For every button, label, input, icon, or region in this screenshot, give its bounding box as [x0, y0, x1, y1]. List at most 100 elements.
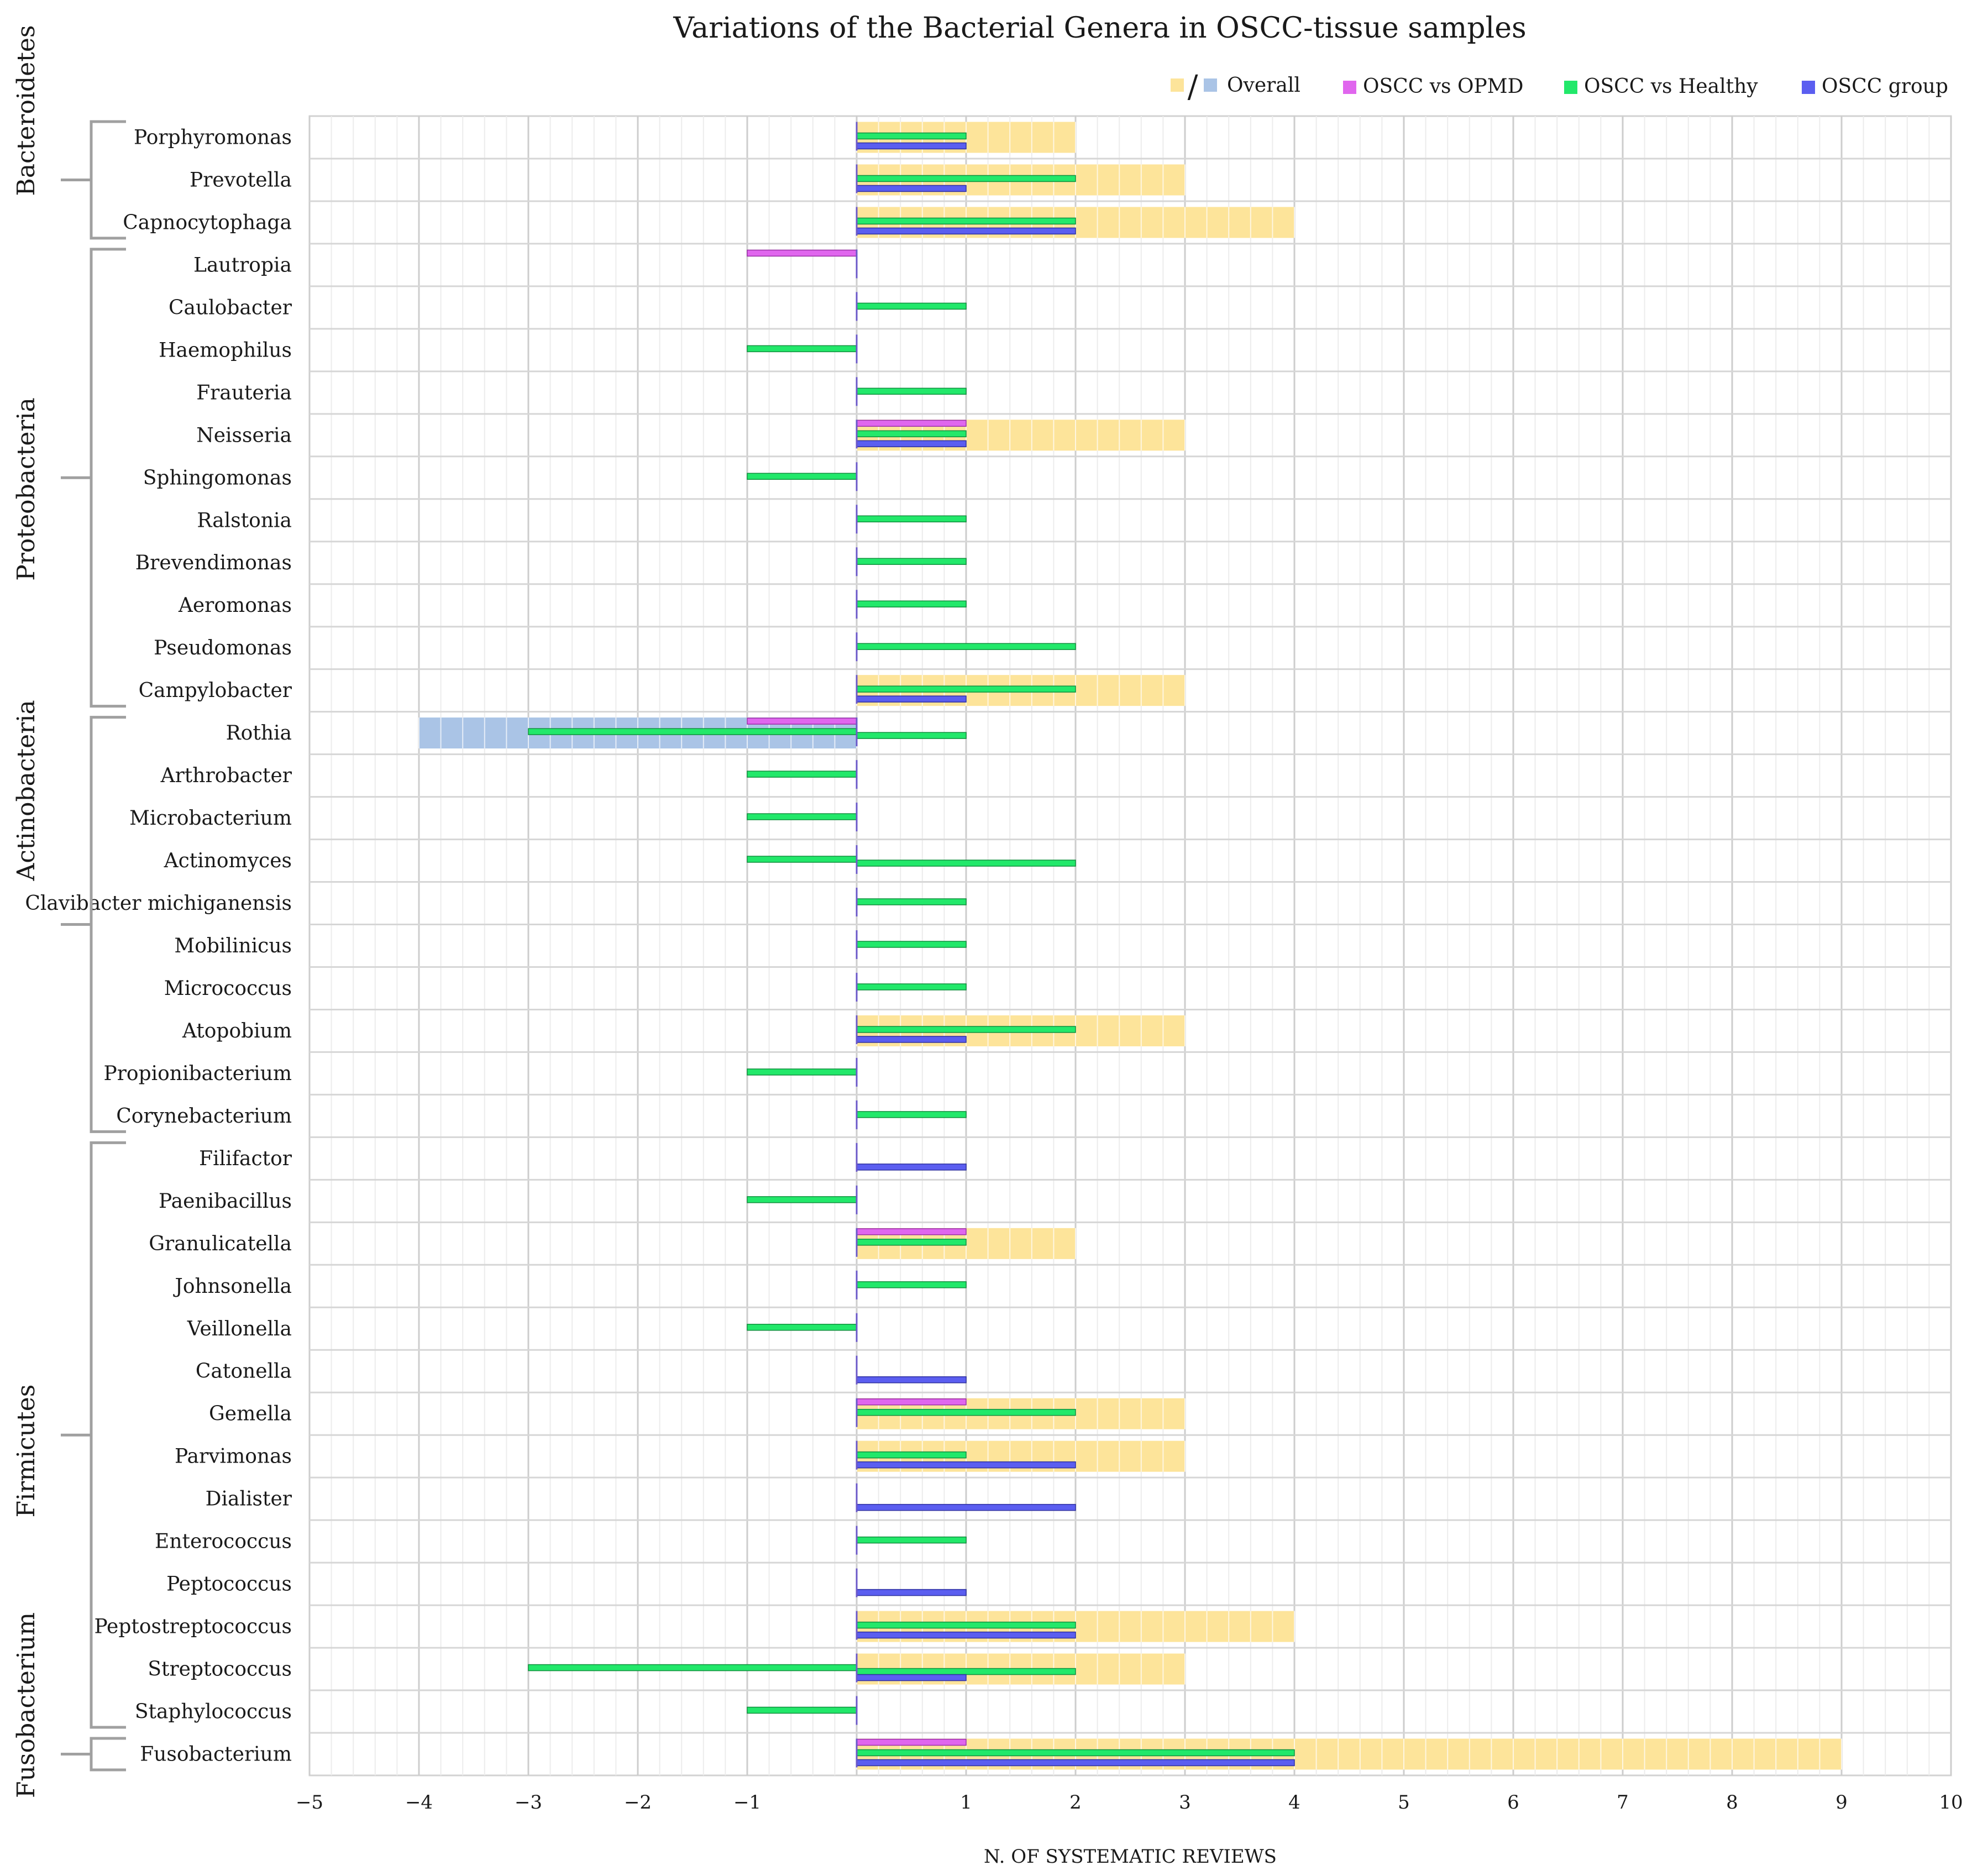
category-label: Paenibacillus — [159, 1190, 292, 1213]
bar-oscc-vs-healthy — [856, 860, 1076, 867]
plot-area — [308, 115, 1952, 1777]
x-tick-label: 2 — [1069, 1791, 1082, 1814]
bar-oscc-vs-healthy — [856, 983, 967, 991]
legend-swatch — [1564, 81, 1577, 94]
bar-oscc-vs-opmd — [747, 717, 857, 725]
phylum-bracket — [90, 248, 126, 708]
category-label: Actinomyces — [164, 850, 292, 872]
legend-item: OSCC group — [1802, 75, 1948, 98]
category-label: Pseudomonas — [154, 637, 292, 659]
x-tick-label: 3 — [1179, 1791, 1191, 1814]
bar-oscc-vs-healthy — [856, 1239, 967, 1246]
category-label: Catonella — [196, 1360, 292, 1383]
phylum-label: Actinobacteria — [12, 700, 40, 881]
legend-swatch — [1171, 78, 1184, 92]
category-label: Ralstonia — [197, 509, 292, 532]
bar-oscc-group — [856, 185, 967, 192]
category-label: Campylobacter — [139, 679, 292, 702]
legend-item: / Overall — [1171, 69, 1300, 105]
category-label: Brevendimonas — [135, 552, 292, 574]
bar-oscc-group — [856, 1503, 1076, 1511]
bar-oscc-vs-healthy — [856, 132, 967, 140]
bar-oscc-vs-healthy — [856, 685, 1076, 693]
bar-oscc-vs-healthy — [856, 941, 967, 948]
bar-oscc-vs-healthy — [856, 387, 967, 395]
bar-oscc-group — [856, 1461, 1076, 1469]
bar-oscc-vs-healthy — [856, 898, 967, 905]
bar-oscc-vs-opmd — [856, 1228, 967, 1235]
bar-oscc-group — [856, 227, 1076, 235]
bar-oscc-vs-opmd — [856, 1738, 967, 1746]
legend-item: OSCC vs OPMD — [1343, 75, 1523, 98]
bar-oscc-group — [856, 1376, 967, 1384]
category-label: Micrococcus — [164, 977, 292, 1000]
category-label: Enterococcus — [155, 1531, 292, 1553]
phylum-bracket — [90, 120, 126, 240]
x-tick-label: −4 — [405, 1791, 433, 1814]
legend-label: OSCC vs Healthy — [1584, 75, 1758, 98]
bar-oscc-group — [856, 1631, 1076, 1639]
category-label: Sphingomonas — [143, 467, 292, 489]
bar-oscc-vs-healthy — [856, 515, 967, 523]
category-label: Atopobium — [182, 1020, 292, 1042]
category-label: Peptostreptococcus — [94, 1616, 292, 1638]
bar-oscc-group — [856, 1036, 967, 1043]
phylum-label: Proteobacteria — [12, 397, 40, 580]
bar-oscc-vs-healthy — [747, 345, 857, 353]
category-label: Clavibacter michiganensis — [25, 892, 292, 915]
bar-oscc-vs-healthy — [747, 1706, 857, 1714]
category-label: Streptococcus — [148, 1658, 292, 1681]
x-tick-label: −1 — [733, 1791, 761, 1814]
bar-oscc-group — [856, 1589, 967, 1596]
chart-title: Variations of the Bacterial Genera in OS… — [673, 12, 1526, 45]
legend-slash: / — [1188, 69, 1198, 105]
x-tick-label: 6 — [1507, 1791, 1519, 1814]
category-label: Propionibacterium — [103, 1062, 292, 1085]
phylum-label: Firmicutes — [12, 1385, 40, 1518]
category-label: Corynebacterium — [116, 1105, 292, 1128]
phylum-bracket — [90, 1141, 126, 1729]
category-label: Fusobacterium — [140, 1743, 292, 1766]
bars — [418, 122, 1842, 1770]
bar-oscc-vs-healthy — [856, 1668, 1076, 1675]
bar-oscc-vs-healthy — [747, 1324, 857, 1331]
category-label: Frauteria — [196, 381, 292, 404]
x-tick-label: −2 — [624, 1791, 652, 1814]
bar-oscc-vs-healthy — [856, 600, 967, 607]
bar-oscc-vs-opmd — [856, 1398, 967, 1406]
bar-oscc-vs-healthy — [856, 1451, 967, 1459]
bar-oscc-vs-healthy — [856, 732, 967, 739]
legend-item: OSCC vs Healthy — [1564, 75, 1758, 98]
bar-oscc-group — [856, 695, 967, 703]
bar-oscc-vs-healthy — [747, 1068, 857, 1076]
x-tick-labels: −5 −4 −3 −2 −1 1 2 3 4 5 6 7 8 9 10 — [296, 1791, 1963, 1814]
bar-oscc-vs-healthy — [856, 1621, 1076, 1629]
bar-oscc-vs-healthy — [856, 558, 967, 565]
category-label: Filifactor — [199, 1147, 292, 1170]
bar-oscc-group — [856, 1674, 967, 1681]
bar-oscc-vs-healthy — [747, 856, 857, 863]
x-tick-label: 4 — [1288, 1791, 1300, 1814]
bar-oscc-vs-opmd — [856, 420, 967, 427]
bar-oscc-vs-healthy — [747, 473, 857, 480]
bar-oscc-vs-healthy — [856, 217, 1076, 225]
phylum-brackets: Bacteroidetes Proteobacteria Actinobacteri… — [12, 25, 126, 1798]
category-label: Prevotella — [190, 169, 292, 191]
bar-oscc-vs-healthy — [856, 1111, 967, 1118]
grid — [308, 115, 1952, 1777]
legend-swatch — [1343, 81, 1356, 94]
category-label: Staphylococcus — [135, 1701, 292, 1723]
phylum-label: Fusobacterium — [12, 1612, 40, 1798]
category-labels: Porphyromonas Prevotella Capnocytophaga Lau… — [25, 126, 292, 1765]
bar-oscc-vs-healthy — [747, 813, 857, 820]
category-label: Porphyromonas — [134, 126, 292, 149]
category-label: Microbacterium — [129, 807, 292, 830]
bar-oscc-group — [856, 142, 967, 150]
category-label: Haemophilus — [159, 339, 292, 361]
bar-oscc-vs-healthy — [856, 1281, 967, 1288]
bar-oscc-vs-healthy — [528, 728, 857, 735]
category-label: Arthrobacter — [160, 764, 292, 787]
x-tick-label: 1 — [960, 1791, 972, 1814]
legend: / Overall OSCC vs OPMD OSCC vs Healthy OSCC … — [1171, 69, 1948, 105]
